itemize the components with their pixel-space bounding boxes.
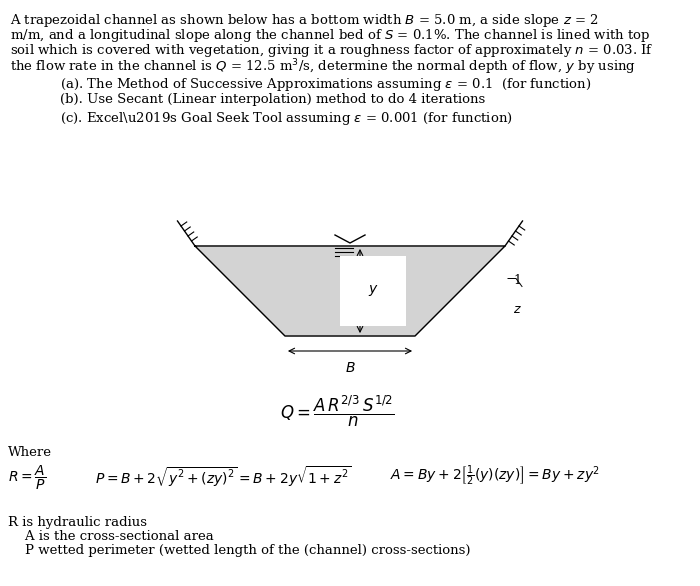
Polygon shape xyxy=(195,246,505,336)
Text: (b). Use Secant (Linear interpolation) method to do 4 iterations: (b). Use Secant (Linear interpolation) m… xyxy=(60,93,485,106)
Text: $Q = \dfrac{A\,R^{2/3}\,S^{1/2}}{n}$: $Q = \dfrac{A\,R^{2/3}\,S^{1/2}}{n}$ xyxy=(280,393,395,428)
Text: (a). The Method of Successive Approximations assuming $\varepsilon$ = 0.1  (for : (a). The Method of Successive Approximat… xyxy=(60,76,592,93)
Text: 1: 1 xyxy=(513,274,521,288)
Text: $B$: $B$ xyxy=(344,361,356,375)
Text: A is the cross-sectional area: A is the cross-sectional area xyxy=(8,530,213,543)
Text: $A = By + 2\left[\frac{1}{2}(y)(zy)\right] = By + zy^2$: $A = By + 2\left[\frac{1}{2}(y)(zy)\righ… xyxy=(390,464,600,488)
Text: $y$: $y$ xyxy=(368,284,379,298)
Text: $P = B + 2\sqrt{y^2+(zy)^2} = B + 2y\sqrt{1+z^2}$: $P = B + 2\sqrt{y^2+(zy)^2} = B + 2y\sqr… xyxy=(95,464,351,489)
Text: the flow rate in the channel is $\mathit{Q}$ = 12.5 m$^3$/s, determine the norma: the flow rate in the channel is $\mathit… xyxy=(10,57,636,77)
Text: $z$: $z$ xyxy=(512,303,522,316)
Text: R is hydraulic radius: R is hydraulic radius xyxy=(8,516,147,529)
Text: (c). Excel\u2019s Goal Seek Tool assuming $\varepsilon$ = 0.001 (for function): (c). Excel\u2019s Goal Seek Tool assumin… xyxy=(60,110,513,127)
Text: $R = \dfrac{A}{P}$: $R = \dfrac{A}{P}$ xyxy=(8,464,46,492)
Text: A trapezoidal channel as shown below has a bottom width $\mathit{B}$ = 5.0 m, a : A trapezoidal channel as shown below has… xyxy=(10,12,598,29)
Text: soil which is covered with vegetation, giving it a roughness factor of approxima: soil which is covered with vegetation, g… xyxy=(10,42,654,59)
Text: m/m, and a longitudinal slope along the channel bed of $\mathit{S}$ = 0.1%. The : m/m, and a longitudinal slope along the … xyxy=(10,27,650,44)
Text: P wetted perimeter (wetted length of the (channel) cross-sections): P wetted perimeter (wetted length of the… xyxy=(8,544,470,557)
Text: Where: Where xyxy=(8,446,52,459)
